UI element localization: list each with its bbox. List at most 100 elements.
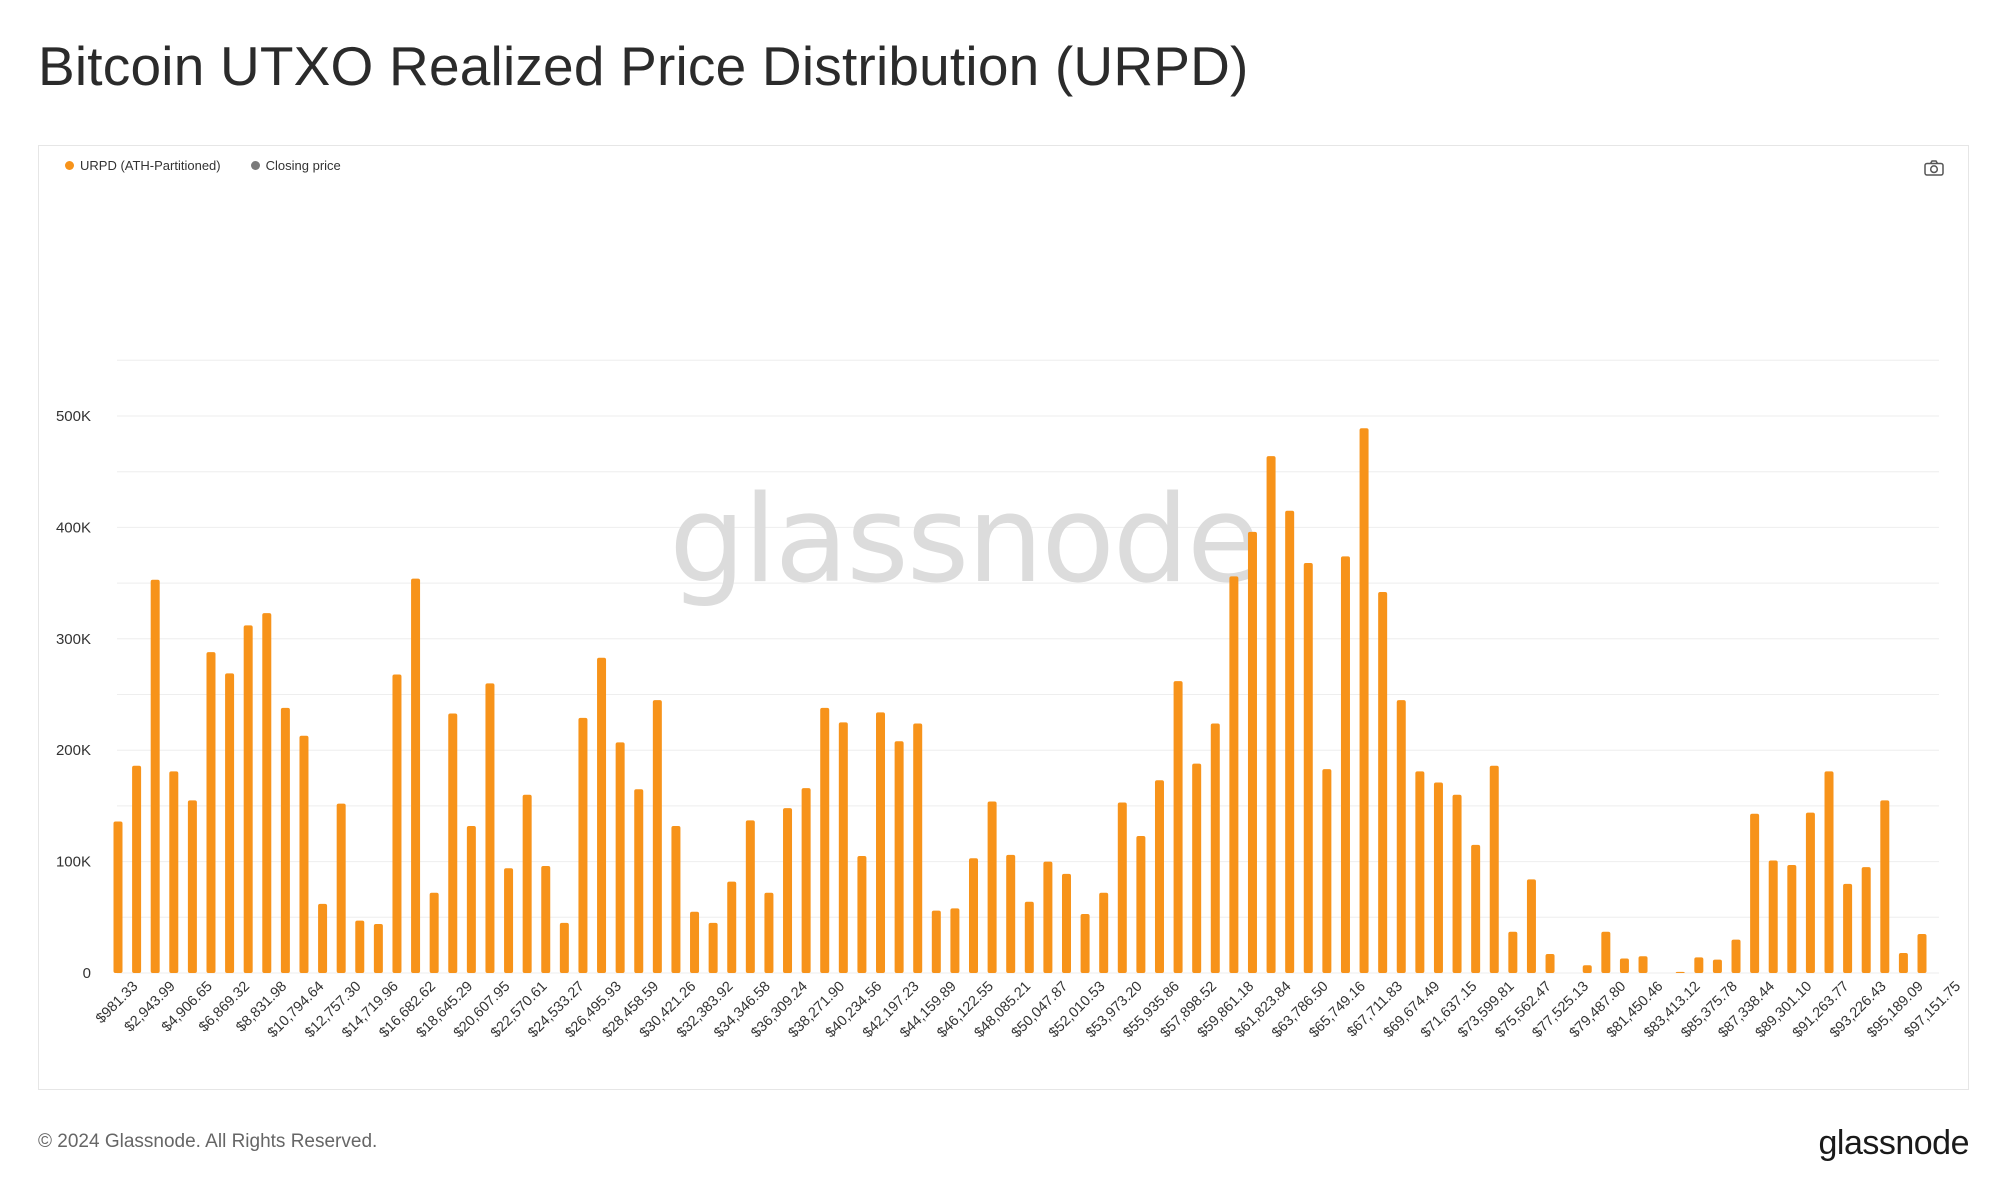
urpd-bar: [1136, 835, 1146, 973]
urpd-bar: [485, 683, 495, 973]
urpd-bar: [1489, 765, 1499, 973]
urpd-bar: [690, 911, 700, 973]
urpd-bar: [1917, 934, 1927, 973]
urpd-bar: [1675, 971, 1685, 973]
urpd-bar: [745, 820, 755, 973]
urpd-bar: [969, 858, 979, 973]
urpd-bar: [727, 881, 737, 973]
urpd-bar: [987, 801, 997, 973]
urpd-bar: [1861, 867, 1871, 973]
urpd-bar: [1303, 563, 1313, 973]
urpd-bar: [411, 578, 421, 973]
urpd-bar: [950, 908, 960, 973]
urpd-bar: [355, 920, 365, 973]
urpd-bar: [1322, 769, 1332, 973]
y-tick-label: 200K: [56, 742, 91, 759]
urpd-bar: [541, 866, 551, 973]
urpd-bar: [1638, 956, 1648, 973]
urpd-bar: [634, 789, 644, 973]
urpd-bar: [1452, 794, 1462, 973]
y-tick-label: 300K: [56, 631, 91, 648]
urpd-bar: [150, 579, 160, 973]
urpd-bar: [1024, 901, 1034, 973]
chart-panel: 0 100K 200K 300K 400K 500K glassnode $981.33 $2,…: [38, 145, 1969, 1090]
watermark: glassnode: [669, 471, 1259, 610]
urpd-bar: [466, 825, 476, 973]
urpd-bar: [1340, 556, 1350, 973]
urpd-bar: [1619, 958, 1629, 973]
copyright-footer: © 2024 Glassnode. All Rights Reserved.: [38, 1131, 378, 1152]
urpd-bar: [1824, 771, 1834, 973]
urpd-bar: [1154, 780, 1164, 973]
urpd-bar: [1192, 763, 1202, 973]
legend-label-urpd: URPD (ATH-Partitioned): [80, 158, 221, 173]
urpd-bar: [652, 700, 662, 973]
urpd-bar: [392, 674, 402, 973]
urpd-bar: [1471, 844, 1481, 973]
urpd-bar: [225, 673, 235, 973]
urpd-bar-chart: 0100K200K300K400K500Kglassnode$981.33$2,…: [56, 359, 1964, 1041]
chart-title: Bitcoin UTXO Realized Price Distribution…: [38, 35, 1249, 97]
urpd-bar: [1694, 957, 1704, 973]
urpd-bar: [820, 707, 830, 973]
legend-label-closing-price: Closing price: [265, 158, 341, 173]
urpd-bar: [783, 808, 793, 973]
urpd-bar: [913, 723, 923, 973]
urpd-bar: [1247, 531, 1257, 973]
urpd-bar: [801, 788, 811, 973]
urpd-bar: [1061, 873, 1071, 973]
urpd-bar: [894, 741, 904, 973]
urpd-bar: [578, 717, 588, 973]
urpd-bar: [615, 742, 625, 973]
urpd-bar: [857, 856, 867, 973]
urpd-bar: [1415, 771, 1425, 973]
urpd-bar: [708, 922, 718, 973]
urpd-bar: [113, 821, 123, 973]
urpd-bar: [448, 713, 458, 973]
urpd-bar: [1843, 883, 1853, 973]
camera-icon[interactable]: [1924, 160, 1944, 176]
urpd-bar: [280, 707, 290, 973]
urpd-bar: [1043, 861, 1053, 973]
urpd-bar: [1526, 879, 1536, 973]
urpd-bar: [1173, 681, 1183, 973]
urpd-bar: [1805, 812, 1815, 973]
urpd-bar: [1712, 959, 1722, 973]
urpd-bar: [318, 903, 328, 973]
urpd-bar: [1210, 723, 1220, 973]
urpd-bar: [1787, 864, 1797, 973]
y-tick-label: 500K: [56, 408, 91, 425]
urpd-bar: [373, 923, 383, 973]
y-tick-label: 0: [83, 965, 91, 982]
urpd-bar: [1545, 954, 1555, 973]
urpd-bar: [1396, 700, 1406, 973]
urpd-bar: [429, 892, 439, 973]
urpd-bar: [1285, 510, 1295, 973]
urpd-bar: [1433, 782, 1443, 973]
urpd-bar: [1080, 913, 1090, 973]
legend-item-urpd[interactable]: URPD (ATH-Partitioned): [65, 158, 221, 173]
brand-logo: glassnode: [1818, 1124, 1969, 1162]
legend: URPD (ATH-Partitioned) Closing price: [65, 158, 341, 173]
urpd-bar: [559, 922, 569, 973]
legend-swatch-urpd: [65, 161, 74, 170]
y-tick-label: 100K: [56, 854, 91, 871]
urpd-bar: [1099, 892, 1109, 973]
urpd-bar: [336, 803, 346, 973]
legend-swatch-closing-price: [250, 161, 260, 170]
urpd-bar: [1731, 939, 1741, 973]
y-tick-label: 400K: [56, 519, 91, 536]
urpd-bar: [597, 657, 607, 973]
urpd-bar: [132, 765, 142, 973]
urpd-bar: [1359, 428, 1369, 973]
urpd-bar: [671, 825, 681, 973]
urpd-bar: [504, 868, 514, 973]
urpd-bar: [1508, 931, 1518, 973]
urpd-bar: [1880, 800, 1890, 973]
urpd-bar: [1898, 952, 1908, 973]
urpd-bar: [1768, 860, 1778, 973]
urpd-bar: [838, 722, 848, 973]
urpd-bar: [187, 800, 197, 973]
urpd-bar: [1117, 802, 1127, 973]
legend-item-closing-price[interactable]: Closing price: [250, 158, 341, 173]
